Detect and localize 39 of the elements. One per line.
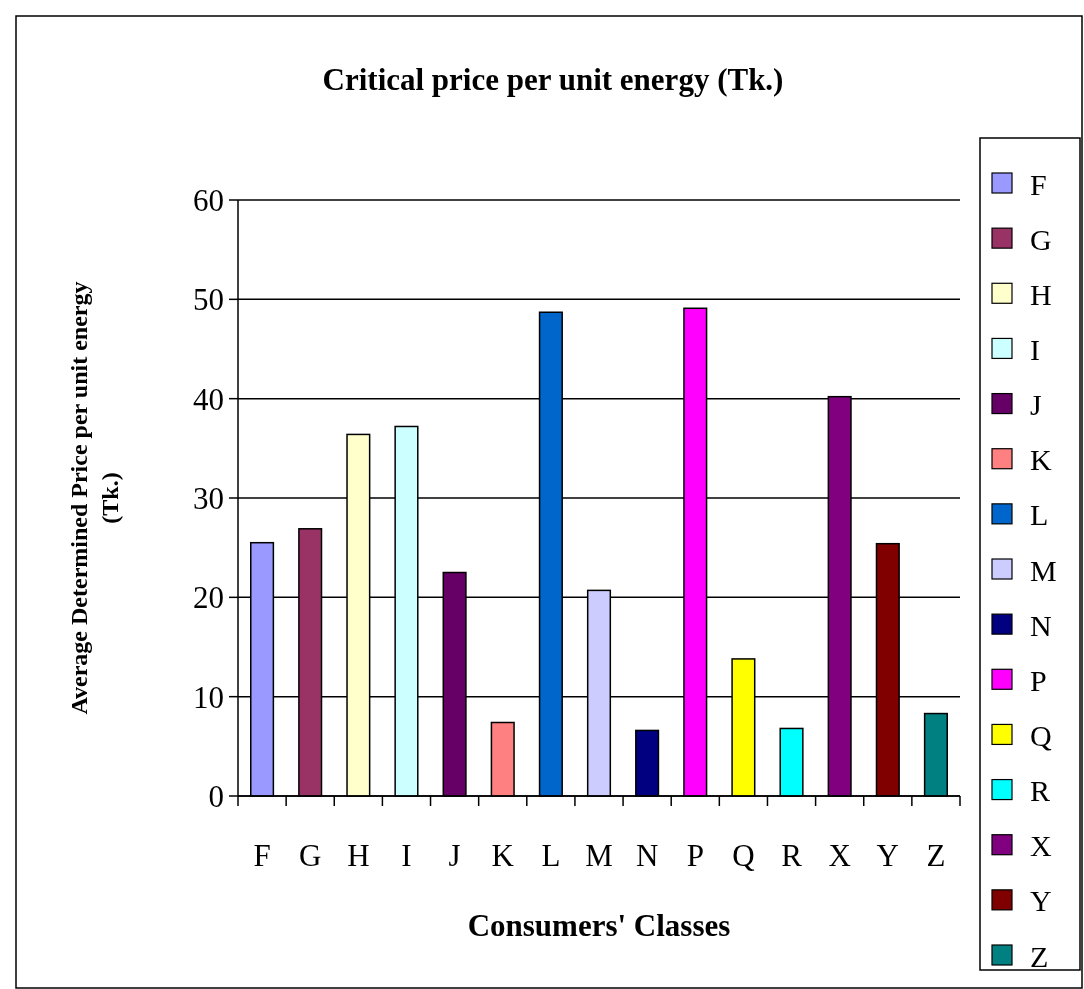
legend-label: Z [1030, 939, 1049, 973]
y-tick-label: 10 [193, 679, 224, 715]
x-tick-label: H [347, 838, 370, 873]
x-tick-label: N [635, 838, 659, 873]
legend-label: N [1030, 608, 1052, 642]
x-tick-label: I [401, 838, 412, 873]
legend-label: P [1030, 663, 1047, 697]
y-tick-label: 0 [208, 778, 224, 814]
x-tick-label: M [585, 838, 613, 873]
legend-label: H [1030, 277, 1052, 311]
legend-label: Q [1030, 718, 1052, 752]
legend-label: R [1030, 774, 1051, 808]
x-tick-label: L [541, 838, 561, 873]
legend-label: M [1030, 553, 1057, 587]
x-tick-label: Y [876, 838, 899, 873]
y-tick-label: 20 [193, 580, 224, 616]
x-tick-label: X [828, 838, 851, 873]
x-tick-label: Z [926, 838, 946, 873]
x-tick-label: F [253, 838, 271, 873]
x-tick-label: K [491, 838, 515, 873]
legend-label: L [1030, 498, 1049, 532]
y-tick-label: 50 [193, 282, 224, 318]
x-tick-label: G [299, 838, 322, 873]
y-axis-title: Average Determined Price per unit energy (Tk.) [66, 281, 123, 715]
x-tick-label: J [448, 838, 461, 873]
legend-label: K [1030, 443, 1052, 477]
x-axis-title: Consumers' Classes [467, 908, 731, 943]
x-tick-label: R [781, 838, 803, 873]
y-tick-label: 30 [193, 480, 224, 516]
chart-title: Critical price per unit energy (Tk.) [322, 62, 784, 97]
x-tick-label: Q [732, 838, 755, 873]
legend-label: I [1030, 332, 1040, 366]
y-tick-label: 40 [193, 381, 224, 417]
legend-label: F [1030, 167, 1047, 201]
legend-label: Y [1030, 884, 1052, 918]
y-tick-label: 60 [193, 182, 224, 218]
legend-label: J [1030, 388, 1042, 422]
legend-label: G [1030, 222, 1052, 256]
x-tick-label: P [686, 838, 704, 873]
